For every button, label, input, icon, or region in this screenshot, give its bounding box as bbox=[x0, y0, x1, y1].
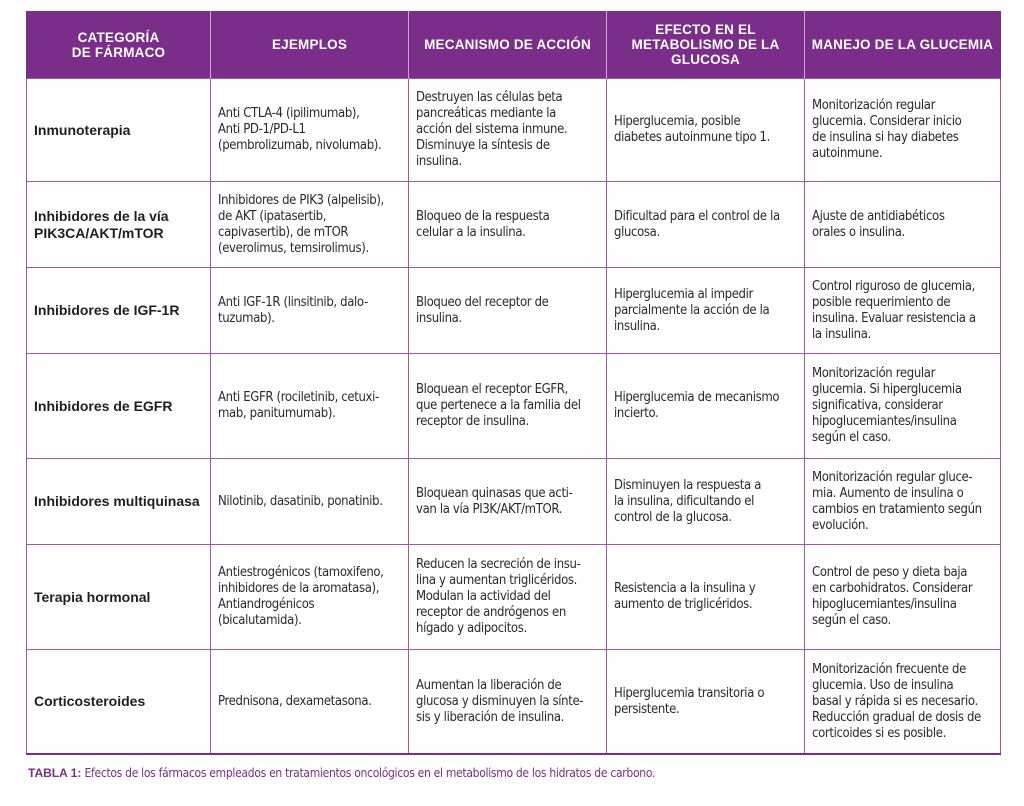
cell-efecto: Hiperglucemia transitoria o persistente. bbox=[606, 649, 805, 755]
table-header: CATEGORÍA DE FÁRMACO EJEMPLOS MECANISMO D… bbox=[26, 11, 1001, 79]
caption-text: Efectos de los fármacos empleados en tra… bbox=[81, 766, 656, 780]
cell-ejemplos: Nilotinib, dasatinib, ponatinib. bbox=[210, 458, 409, 545]
cell-mecanismo: Aumentan la liberación de glucosa y dismi… bbox=[408, 649, 607, 755]
cell-manejo: Monitorización regular glucemia. Si hiper… bbox=[804, 353, 1001, 459]
cell-categoria: Inhibidores multiquinasa bbox=[26, 458, 211, 545]
table-row: Inmunoterapia Anti CTLA-4 (ipilimumab), A… bbox=[26, 78, 1001, 182]
cell-mecanismo: Bloqueo del receptor de insulina. bbox=[408, 267, 607, 354]
header-manejo: MANEJO DE LA GLUCEMIA bbox=[804, 11, 1001, 79]
cell-manejo: Monitorización regular gluce-mia. Aument… bbox=[804, 458, 1001, 545]
cell-ejemplos: Prednisona, dexametasona. bbox=[210, 649, 409, 755]
drug-effects-table-container: CATEGORÍA DE FÁRMACO EJEMPLOS MECANISMO D… bbox=[26, 11, 1001, 755]
cell-manejo: Monitorización regular glucemia. Consider… bbox=[804, 78, 1001, 182]
table-row: Inhibidores de EGFR Anti EGFR (rociletin… bbox=[26, 353, 1001, 459]
cell-efecto: Resistencia a la insulina y aumento de tr… bbox=[606, 544, 805, 650]
cell-mecanismo: Bloqueo de la respuesta celular a la insu… bbox=[408, 181, 607, 268]
table-row: Inhibidores de la vía PIK3CA/AKT/mTOR Inh… bbox=[26, 181, 1001, 268]
cell-manejo: Monitorización frecuente de glucemia. Uso… bbox=[804, 649, 1001, 755]
cell-efecto: Hiperglucemia de mecanismo incierto. bbox=[606, 353, 805, 459]
cell-categoria: Inmunoterapia bbox=[26, 78, 211, 182]
header-categoria: CATEGORÍA DE FÁRMACO bbox=[26, 11, 211, 79]
cell-ejemplos: Antiestrogénicos (tamoxifeno, inhibidores… bbox=[210, 544, 409, 650]
cell-mecanismo: Bloquean quinasas que acti-van la vía PI… bbox=[408, 458, 607, 545]
header-efecto: EFECTO EN EL METABOLISMO DE LA GLUCOSA bbox=[606, 11, 805, 79]
cell-ejemplos: Anti IGF-1R (linsitinib, dalo-tuzumab). bbox=[210, 267, 409, 354]
cell-manejo: Control de peso y dieta baja en carbohidr… bbox=[804, 544, 1001, 650]
cell-mecanismo: Reducen la secreción de insu-lina y aume… bbox=[408, 544, 607, 650]
header-ejemplos: EJEMPLOS bbox=[210, 11, 409, 79]
table-row: Corticosteroides Prednisona, dexametason… bbox=[26, 649, 1001, 755]
cell-categoria: Corticosteroides bbox=[26, 649, 211, 755]
cell-efecto: Dificultad para el control de la glucosa. bbox=[606, 181, 805, 268]
cell-efecto: Disminuyen la respuesta a la insulina, di… bbox=[606, 458, 805, 545]
header-row: CATEGORÍA DE FÁRMACO EJEMPLOS MECANISMO D… bbox=[26, 11, 1001, 79]
table-caption: TABLA 1: Efectos de los fármacos emplead… bbox=[28, 766, 1002, 780]
cell-categoria: Inhibidores de la vía PIK3CA/AKT/mTOR bbox=[26, 181, 211, 268]
cell-mecanismo: Destruyen las células beta pancreáticas m… bbox=[408, 78, 607, 182]
table-row: Inhibidores multiquinasa Nilotinib, dasa… bbox=[26, 458, 1001, 545]
cell-categoria: Inhibidores de EGFR bbox=[26, 353, 211, 459]
cell-mecanismo: Bloquean el receptor EGFR, que pertenece … bbox=[408, 353, 607, 459]
table-row: Terapia hormonal Antiestrogénicos (tamox… bbox=[26, 544, 1001, 650]
cell-manejo: Control riguroso de glucemia, posible req… bbox=[804, 267, 1001, 354]
cell-efecto: Hiperglucemia al impedir parcialmente la … bbox=[606, 267, 805, 354]
cell-ejemplos: Inhibidores de PIK3 (alpelisib), de AKT (… bbox=[210, 181, 409, 268]
cell-categoria: Terapia hormonal bbox=[26, 544, 211, 650]
cell-efecto: Hiperglucemia, posible diabetes autoinmun… bbox=[606, 78, 805, 182]
header-mecanismo: MECANISMO DE ACCIÓN bbox=[408, 11, 607, 79]
table-row: Inhibidores de IGF-1R Anti IGF-1R (linsi… bbox=[26, 267, 1001, 354]
caption-label: TABLA 1: bbox=[28, 766, 82, 780]
cell-categoria: Inhibidores de IGF-1R bbox=[26, 267, 211, 354]
drug-effects-table: CATEGORÍA DE FÁRMACO EJEMPLOS MECANISMO D… bbox=[26, 11, 1001, 755]
cell-ejemplos: Anti CTLA-4 (ipilimumab), Anti PD-1/PD-L1… bbox=[210, 78, 409, 182]
cell-manejo: Ajuste de antidiabéticos orales o insulin… bbox=[804, 181, 1001, 268]
table-body: Inmunoterapia Anti CTLA-4 (ipilimumab), A… bbox=[26, 78, 1001, 755]
cell-ejemplos: Anti EGFR (rociletinib, cetuxi-mab, pani… bbox=[210, 353, 409, 459]
